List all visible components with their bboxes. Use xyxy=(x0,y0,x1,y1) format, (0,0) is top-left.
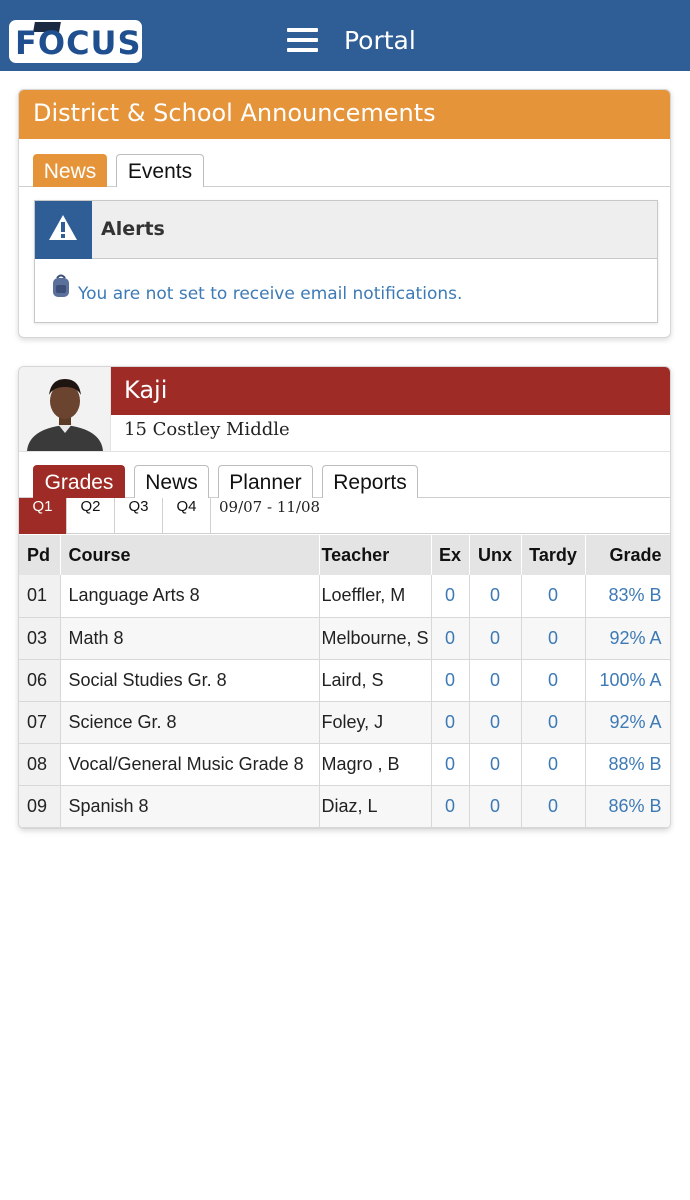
announcements-title: District & School Announcements xyxy=(19,90,670,139)
course-cell[interactable]: Language Arts 8 xyxy=(60,575,320,618)
announcements-card: District & School Announcements News Eve… xyxy=(18,89,671,338)
table-row: 03 Math 8 Melbourne, S 0 0 0 92% A xyxy=(19,617,670,660)
grade-link[interactable]: 88% B xyxy=(585,743,670,786)
alerts-title: Alerts xyxy=(101,218,165,240)
student-card: Kaji 15 Costley Middle Grades News Plann… xyxy=(18,366,671,829)
quarter-selector: Q1 Q2 Q3 Q4 09/07 - 11/08 xyxy=(19,498,670,534)
student-school: 15 Costley Middle xyxy=(124,419,290,440)
grade-link[interactable]: 86% B xyxy=(585,785,670,828)
course-cell[interactable]: Spanish 8 xyxy=(60,785,320,828)
quarter-q2[interactable]: Q2 xyxy=(67,498,115,534)
teacher-cell: Diaz, L xyxy=(319,785,432,828)
excused-absences-link[interactable]: 0 xyxy=(431,743,470,786)
teacher-cell: Magro , B xyxy=(319,743,432,786)
grades-table: Pd Course Teacher Ex Unx Tardy Grade 01 L… xyxy=(19,535,670,828)
unexcused-absences-link[interactable]: 0 xyxy=(469,701,522,744)
teacher-cell: Foley, J xyxy=(319,701,432,744)
tardies-link[interactable]: 0 xyxy=(521,575,586,618)
unexcused-absences-link[interactable]: 0 xyxy=(469,617,522,660)
warning-icon xyxy=(35,201,92,259)
alert-item: You are not set to receive email notific… xyxy=(35,259,657,323)
tab-grades[interactable]: Grades xyxy=(33,465,125,498)
alert-message-link[interactable]: You are not set to receive email notific… xyxy=(78,284,463,304)
tardies-link[interactable]: 0 xyxy=(521,743,586,786)
period-cell: 08 xyxy=(19,743,61,786)
period-cell: 09 xyxy=(19,785,61,828)
tab-planner[interactable]: Planner xyxy=(218,465,313,498)
header-unx: Unx xyxy=(469,535,522,575)
excused-absences-link[interactable]: 0 xyxy=(431,659,470,702)
quarter-q3[interactable]: Q3 xyxy=(115,498,163,534)
tab-reports[interactable]: Reports xyxy=(322,465,418,498)
excused-absences-link[interactable]: 0 xyxy=(431,617,470,660)
header-grade: Grade xyxy=(585,535,670,575)
excused-absences-link[interactable]: 0 xyxy=(431,785,470,828)
excused-absences-link[interactable]: 0 xyxy=(431,701,470,744)
tardies-link[interactable]: 0 xyxy=(521,617,586,660)
logo-text: FOCUS xyxy=(15,24,142,62)
table-row: 06 Social Studies Gr. 8 Laird, S 0 0 0 100% A xyxy=(19,659,670,702)
student-tabs: Grades News Planner Reports xyxy=(19,451,670,498)
tab-news[interactable]: News xyxy=(134,465,209,498)
course-cell[interactable]: Math 8 xyxy=(60,617,320,660)
header-pd: Pd xyxy=(19,535,61,575)
grade-link[interactable]: 92% A xyxy=(585,701,670,744)
tardies-link[interactable]: 0 xyxy=(521,701,586,744)
course-cell[interactable]: Social Studies Gr. 8 xyxy=(60,659,320,702)
top-bar: FOCUS Portal xyxy=(0,0,690,71)
unexcused-absences-link[interactable]: 0 xyxy=(469,575,522,618)
course-cell[interactable]: Science Gr. 8 xyxy=(60,701,320,744)
period-cell: 07 xyxy=(19,701,61,744)
student-photo xyxy=(19,367,111,451)
header-course: Course xyxy=(60,535,320,575)
grade-link[interactable]: 92% A xyxy=(585,617,670,660)
teacher-cell: Loeffler, M xyxy=(319,575,432,618)
grade-link[interactable]: 83% B xyxy=(585,575,670,618)
grade-link[interactable]: 100% A xyxy=(585,659,670,702)
alerts-panel: Alerts You are not set to receive email … xyxy=(34,200,658,323)
quarter-date-range: 09/07 - 11/08 xyxy=(219,498,321,516)
period-cell: 06 xyxy=(19,659,61,702)
table-row: 09 Spanish 8 Diaz, L 0 0 0 86% B xyxy=(19,785,670,828)
table-row: 01 Language Arts 8 Loeffler, M 0 0 0 83% B xyxy=(19,575,670,618)
hamburger-menu-icon[interactable] xyxy=(287,28,318,54)
period-cell: 03 xyxy=(19,617,61,660)
focus-logo[interactable]: FOCUS xyxy=(9,20,142,63)
tardies-link[interactable]: 0 xyxy=(521,785,586,828)
tardies-link[interactable]: 0 xyxy=(521,659,586,702)
teacher-cell: Laird, S xyxy=(319,659,432,702)
unexcused-absences-link[interactable]: 0 xyxy=(469,659,522,702)
page-title: Portal xyxy=(344,26,416,55)
teacher-cell: Melbourne, S xyxy=(319,617,432,660)
header-ex: Ex xyxy=(431,535,470,575)
course-cell[interactable]: Vocal/General Music Grade 8 xyxy=(60,743,320,786)
alerts-header: Alerts xyxy=(35,201,657,259)
table-header-row: Pd Course Teacher Ex Unx Tardy Grade xyxy=(19,535,670,575)
announcement-tabs: News Events xyxy=(19,139,670,187)
quarter-q4[interactable]: Q4 xyxy=(163,498,211,534)
backpack-icon xyxy=(53,274,69,297)
header-teacher: Teacher xyxy=(319,535,432,575)
student-name: Kaji xyxy=(111,367,670,415)
period-cell: 01 xyxy=(19,575,61,618)
tab-news[interactable]: News xyxy=(33,154,107,187)
header-tardy: Tardy xyxy=(521,535,586,575)
table-row: 07 Science Gr. 8 Foley, J 0 0 0 92% A xyxy=(19,701,670,744)
tab-events[interactable]: Events xyxy=(116,154,204,187)
quarter-q1[interactable]: Q1 xyxy=(19,498,67,534)
unexcused-absences-link[interactable]: 0 xyxy=(469,743,522,786)
excused-absences-link[interactable]: 0 xyxy=(431,575,470,618)
unexcused-absences-link[interactable]: 0 xyxy=(469,785,522,828)
